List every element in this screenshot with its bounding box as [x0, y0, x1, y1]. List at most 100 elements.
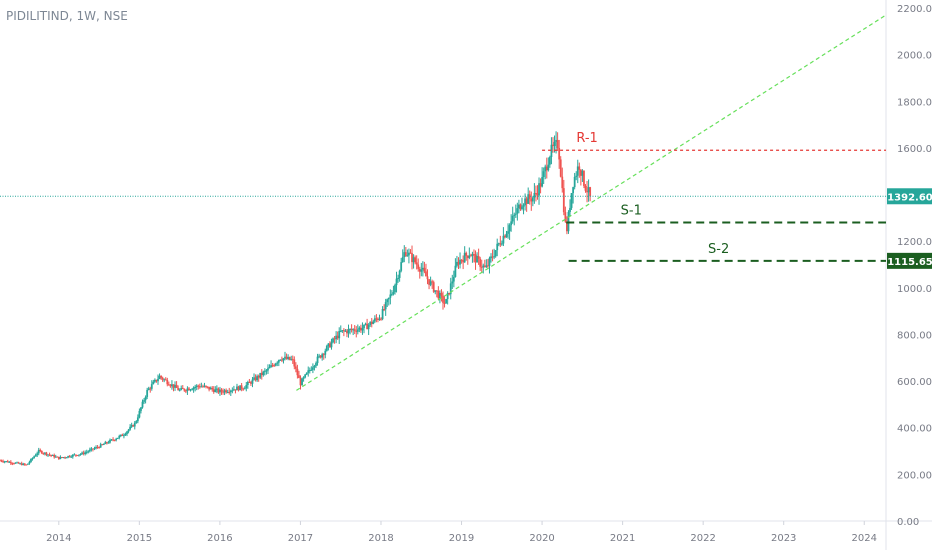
candle-down — [583, 170, 585, 186]
x-tick-label: 2016 — [207, 533, 232, 544]
candle-down — [197, 385, 200, 387]
candle-up — [318, 355, 320, 357]
candle-up — [133, 422, 136, 427]
candle-down — [525, 198, 528, 204]
candle-down — [440, 292, 443, 296]
candle-down — [545, 166, 548, 171]
candle-up — [363, 324, 365, 329]
symbol-title: PIDILITIND, 1W, NSE — [6, 9, 128, 23]
candle-up — [324, 350, 327, 355]
candle-up — [109, 439, 111, 443]
candle-up — [243, 388, 246, 390]
candle-up — [152, 381, 155, 385]
candle-down — [465, 252, 468, 256]
candle-up — [118, 435, 121, 438]
candle-down — [281, 359, 283, 361]
level-label-s-1: S-1 — [621, 204, 642, 219]
candle-up — [95, 447, 97, 449]
candle-up — [253, 377, 255, 380]
candle-up — [127, 429, 130, 432]
candle-down — [530, 198, 533, 202]
candle-up — [135, 421, 138, 423]
y-tick-label: 1200.00 — [897, 237, 932, 248]
candle-up — [223, 390, 226, 393]
candle-up — [327, 343, 330, 346]
candle-up — [352, 329, 355, 331]
candle-up — [37, 449, 40, 454]
candle-down — [462, 260, 465, 263]
candle-down — [491, 256, 494, 258]
candle-down — [53, 455, 56, 458]
candle-up — [445, 299, 447, 304]
candle-down — [248, 382, 251, 384]
candle-down — [0, 460, 3, 462]
candle-down — [519, 204, 522, 210]
candle-up — [130, 425, 133, 427]
candle-down — [322, 354, 325, 356]
candle-down — [428, 279, 430, 285]
candle-down — [285, 356, 288, 359]
candle-up — [463, 252, 466, 263]
candle-up — [527, 194, 530, 204]
price-label-text: 1392.60 — [887, 192, 932, 203]
candle-up — [386, 299, 389, 303]
candle-up — [310, 369, 313, 371]
candle-up — [330, 342, 333, 348]
candle-up — [406, 255, 409, 257]
candle-down — [435, 290, 438, 292]
candle-down — [291, 359, 294, 361]
candle-up — [107, 442, 110, 444]
candle-down — [296, 368, 299, 376]
candle-down — [346, 330, 348, 334]
candle-up — [307, 370, 310, 373]
candle-up — [214, 389, 217, 393]
candle-up — [488, 258, 491, 266]
candle-up — [344, 330, 347, 332]
candle-down — [198, 386, 201, 388]
candle-up — [8, 461, 11, 463]
candle-down — [437, 290, 440, 299]
candle-up — [22, 463, 25, 466]
y-tick-label: 2200.00 — [897, 4, 932, 15]
candle-down — [586, 190, 588, 193]
candle-down — [149, 388, 152, 390]
candle-down — [76, 455, 79, 457]
candle-down — [112, 439, 114, 441]
candle-up — [279, 359, 282, 361]
candle-down — [499, 243, 502, 245]
candle-up — [572, 187, 575, 194]
candle-down — [558, 147, 561, 160]
candle-down — [101, 444, 104, 446]
candle-down — [57, 456, 60, 459]
candle-down — [536, 193, 539, 196]
candle-down — [113, 439, 116, 441]
candle-up — [192, 387, 195, 390]
candle-up — [485, 265, 488, 267]
candle-up — [144, 396, 147, 401]
x-tick-label: 2015 — [127, 533, 152, 544]
candle-up — [569, 207, 571, 212]
candle-down — [161, 377, 164, 380]
candle-down — [212, 389, 215, 393]
x-tick-label: 2018 — [368, 533, 393, 544]
candle-up — [146, 389, 149, 397]
candle-up — [256, 375, 259, 381]
candle-down — [181, 387, 184, 389]
candle-up — [581, 170, 584, 176]
candle-up — [245, 385, 248, 389]
candle-up — [395, 278, 398, 286]
candle-up — [321, 354, 324, 358]
candle-up — [452, 276, 455, 282]
candle-up — [573, 176, 576, 188]
candle-up — [84, 452, 87, 454]
candle-down — [183, 388, 186, 391]
candle-up — [215, 388, 218, 390]
candle-up — [421, 267, 424, 270]
candle-up — [454, 265, 457, 277]
candle-down — [271, 365, 274, 367]
candle-up — [392, 292, 395, 294]
candle-up — [508, 225, 511, 232]
candle-up — [70, 456, 73, 458]
